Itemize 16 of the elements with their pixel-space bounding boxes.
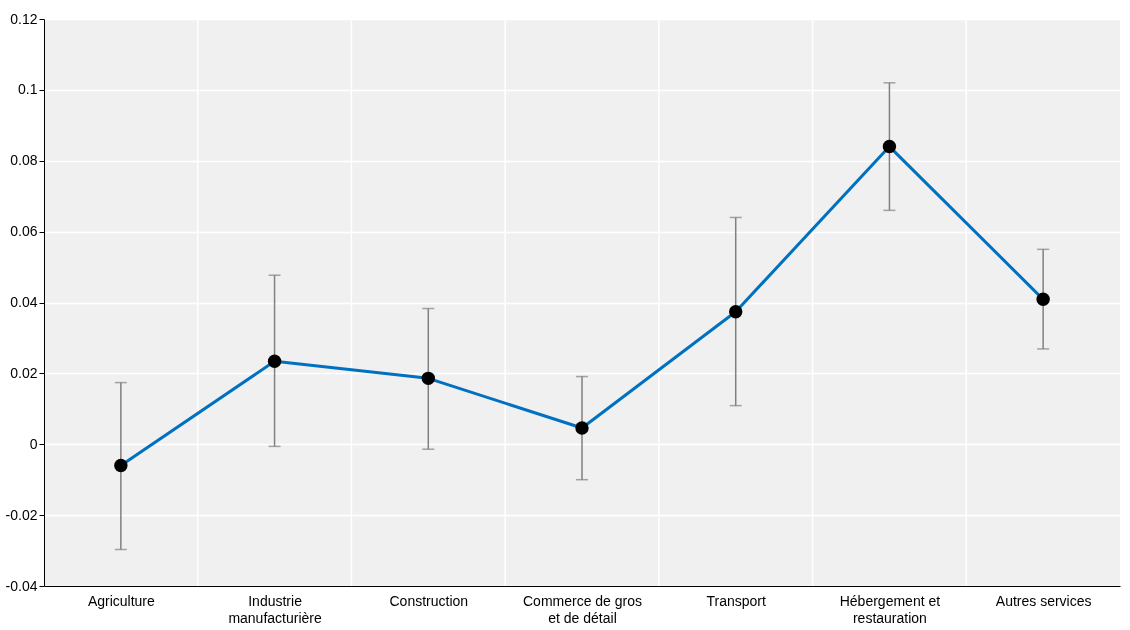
y-tick-label: 0.06 xyxy=(10,223,38,240)
x-tick-label: Commerce de gros et de détail xyxy=(522,592,643,626)
y-tick-label: 0.1 xyxy=(18,81,38,98)
y-tick-label: 0.04 xyxy=(10,294,38,310)
y-tick-label: 0.02 xyxy=(10,364,38,381)
x-tick-label: Transport xyxy=(706,592,767,609)
y-tick-label: -0.04 xyxy=(5,577,38,594)
x-tick-label: Autres services xyxy=(995,592,1092,609)
y-tick-label: 0.12 xyxy=(10,10,38,27)
y-tick-label: -0.02 xyxy=(5,506,38,523)
x-tick-label: Hébergement et restauration xyxy=(839,592,941,626)
x-tick-label: Industrie manufacturière xyxy=(228,592,322,626)
y-tick-label: 0.08 xyxy=(10,152,38,169)
y-tick-label: 0 xyxy=(29,435,38,452)
x-tick-label: Construction xyxy=(389,592,469,609)
x-tick-label: Agriculture xyxy=(87,592,156,609)
